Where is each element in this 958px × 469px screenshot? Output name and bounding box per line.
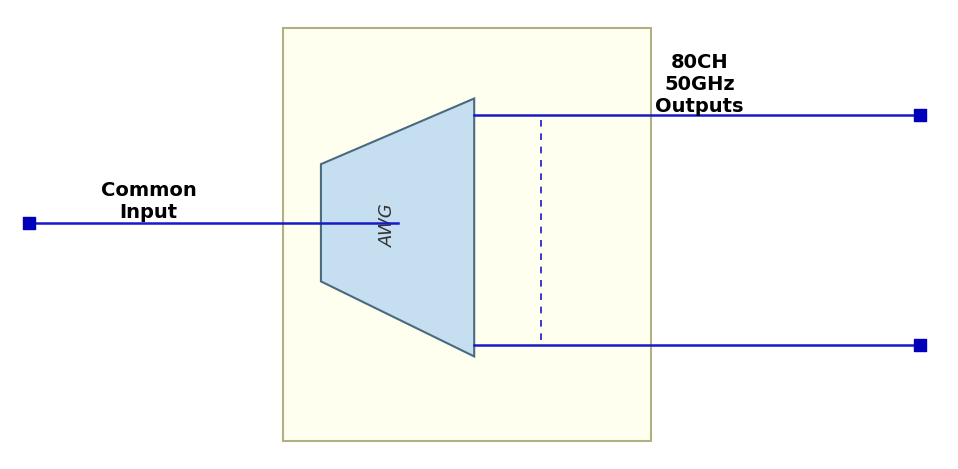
Bar: [283, 28, 651, 441]
Point: [912, 111, 927, 119]
Text: 80CH
50GHz
Outputs: 80CH 50GHz Outputs: [655, 53, 743, 116]
Text: AWG: AWG: [379, 203, 397, 247]
Point: [912, 341, 927, 348]
Text: Common
Input: Common Input: [101, 181, 196, 222]
Polygon shape: [321, 98, 474, 356]
Point: [21, 219, 36, 227]
